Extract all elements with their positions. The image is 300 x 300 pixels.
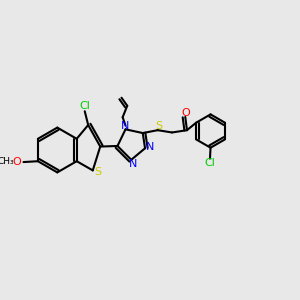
Text: CH₃: CH₃ xyxy=(0,157,15,166)
Text: N: N xyxy=(128,159,137,169)
Text: Cl: Cl xyxy=(80,101,91,111)
Text: O: O xyxy=(181,108,190,118)
Text: O: O xyxy=(13,157,22,167)
Text: N: N xyxy=(121,121,129,130)
Text: Cl: Cl xyxy=(205,158,215,168)
Text: S: S xyxy=(155,121,162,130)
Text: N: N xyxy=(146,142,154,152)
Text: S: S xyxy=(94,167,101,176)
